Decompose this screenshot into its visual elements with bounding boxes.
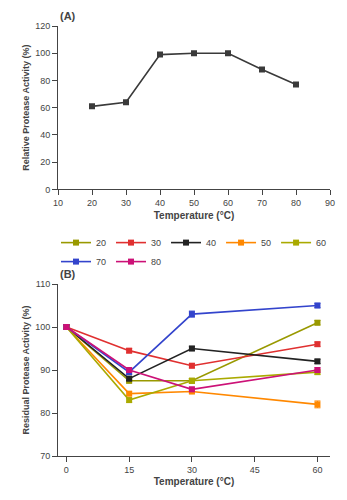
svg-text:Temperature (°C): Temperature (°C) [154, 476, 235, 487]
svg-text:80: 80 [40, 408, 50, 418]
svg-text:90: 90 [40, 365, 50, 375]
svg-text:15: 15 [124, 465, 134, 475]
svg-text:70: 70 [40, 451, 50, 461]
svg-text:50: 50 [261, 238, 271, 248]
svg-text:70: 70 [96, 257, 106, 267]
svg-text:40: 40 [40, 130, 50, 140]
svg-text:Residual Protease Activity (%): Residual Protease Activity (%) [21, 305, 31, 434]
svg-text:70: 70 [257, 198, 267, 208]
svg-text:30: 30 [121, 198, 131, 208]
svg-text:(B): (B) [60, 268, 76, 280]
svg-text:45: 45 [250, 465, 260, 475]
svg-text:120: 120 [35, 21, 50, 31]
svg-text:100: 100 [35, 48, 50, 58]
svg-text:60: 60 [316, 238, 326, 248]
svg-text:60: 60 [312, 465, 322, 475]
svg-text:20: 20 [96, 238, 106, 248]
svg-text:Relative Protease Activity (%): Relative Protease Activity (%) [21, 45, 31, 171]
svg-text:20: 20 [40, 157, 50, 167]
svg-text:60: 60 [40, 103, 50, 113]
svg-text:40: 40 [155, 198, 165, 208]
svg-text:10: 10 [53, 198, 63, 208]
svg-text:100: 100 [35, 322, 50, 332]
svg-text:(A): (A) [60, 10, 76, 22]
svg-text:40: 40 [206, 238, 216, 248]
svg-text:30: 30 [151, 238, 161, 248]
svg-text:80: 80 [151, 257, 161, 267]
svg-text:20: 20 [87, 198, 97, 208]
svg-text:110: 110 [36, 279, 50, 289]
svg-text:30: 30 [187, 465, 197, 475]
svg-text:0: 0 [64, 465, 69, 475]
svg-text:80: 80 [40, 76, 50, 86]
svg-text:Temperature (°C): Temperature (°C) [154, 210, 235, 221]
svg-text:90: 90 [325, 198, 335, 208]
svg-text:50: 50 [189, 198, 199, 208]
svg-text:0: 0 [45, 185, 50, 195]
svg-text:80: 80 [291, 198, 301, 208]
svg-text:60: 60 [223, 198, 233, 208]
